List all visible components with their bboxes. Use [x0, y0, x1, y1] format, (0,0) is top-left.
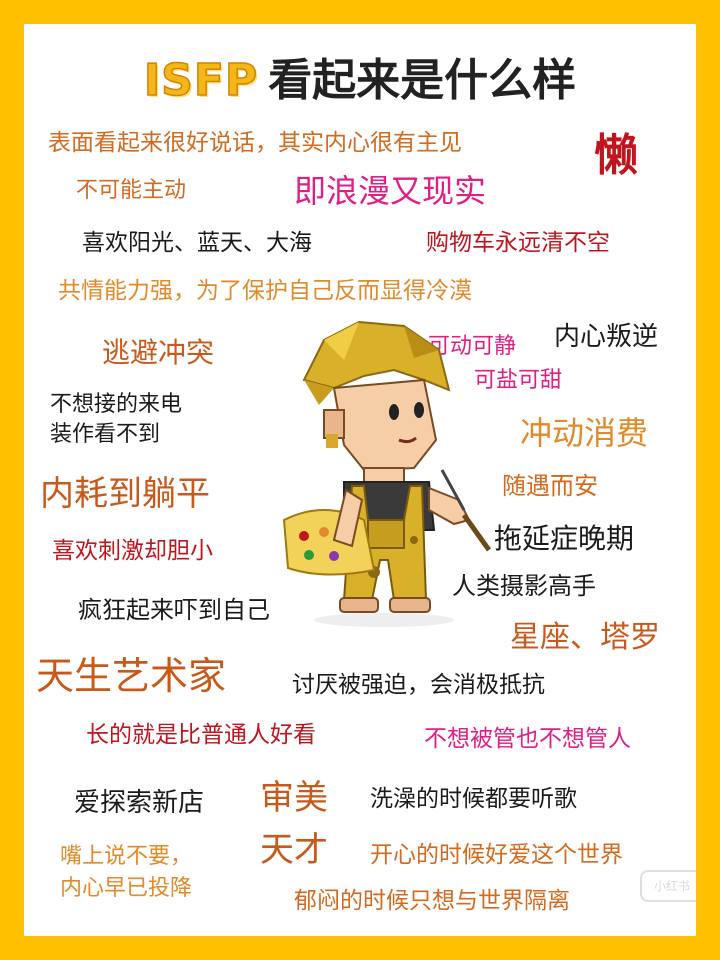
phrase: 嘴上说不要， [60, 844, 193, 869]
phrase: 喜欢阳光、蓝天、大海 [82, 230, 312, 256]
phrase: 拖延症晚期 [494, 522, 635, 555]
phrase: 冲动消费 [520, 414, 649, 452]
phrase: 不可能主动 [76, 178, 187, 203]
phrase: 开心的时候好爱这个世界 [370, 842, 623, 868]
watermark-logo: 小红书 [640, 870, 696, 902]
phrase: 天才 [260, 830, 328, 870]
phrase: 逃避冲突 [102, 336, 215, 369]
phrase: 不想被管也不想管人 [424, 726, 631, 752]
phrase: 内耗到躺平 [40, 474, 210, 514]
phrase: 可盐可甜 [474, 368, 563, 393]
phrase: 可动可静 [428, 334, 517, 359]
phrase: 郁闷的时候只想与世界隔离 [294, 888, 570, 914]
phrase: 不想接的来电 [50, 392, 183, 417]
phrase: 随遇而安 [502, 472, 598, 500]
phrase: 洗澡的时候都要听歌 [370, 786, 577, 812]
phrase: 人类摄影高手 [452, 572, 596, 600]
phrase: 表面看起来很好说话，其实内心很有主见 [48, 130, 462, 156]
page-title: ISFP 看起来是什么样 [24, 44, 696, 108]
phrase: 爱探索新店 [74, 788, 205, 818]
phrase: 喜欢刺激却胆小 [52, 538, 213, 564]
phrase: 讨厌被强迫，会消极抵抗 [292, 672, 545, 698]
phrase: 天生艺术家 [36, 654, 227, 698]
phrase: 即浪漫又现实 [294, 172, 487, 210]
phrase: 疯狂起来吓到自己 [78, 596, 270, 624]
title-rest: 看起来是什么样 [268, 55, 577, 106]
phrase: 内心叛逆 [554, 322, 659, 352]
phrase: 装作看不到 [50, 422, 161, 447]
phrase: 内心早已投降 [60, 876, 193, 901]
title-type: ISFP [143, 54, 259, 107]
poster-card: ISFP 看起来是什么样 表面看起来很好说话，其实内心很有主见 懒 不可能主动 即… [24, 24, 696, 936]
phrase: 长的就是比普通人好看 [86, 722, 316, 748]
artist-mascot-icon [282, 320, 492, 627]
phrase: 懒 [594, 130, 638, 181]
phrase: 购物车永远清不空 [426, 230, 610, 256]
phrase: 审美 [260, 778, 328, 818]
phrase: 共情能力强，为了保护自己反而显得冷漠 [58, 278, 472, 304]
phrase: 星座、塔罗 [510, 620, 660, 655]
